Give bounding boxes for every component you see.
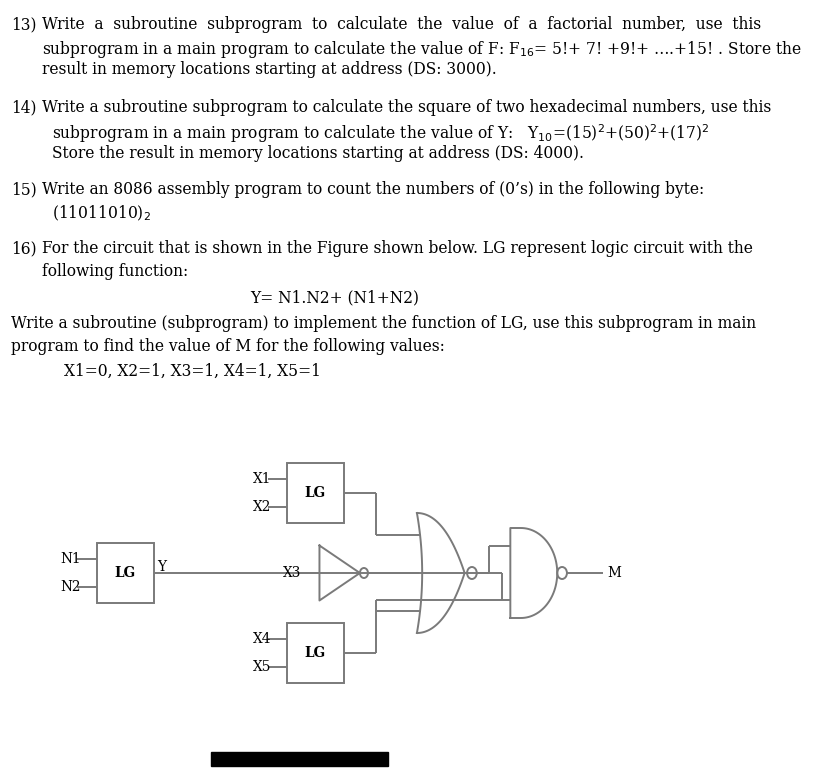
Polygon shape: [417, 513, 464, 633]
Text: M: M: [607, 566, 620, 580]
Text: Store the result in memory locations starting at address (DS: 4000).: Store the result in memory locations sta…: [52, 144, 583, 161]
Text: LG: LG: [304, 486, 326, 500]
Polygon shape: [319, 545, 360, 601]
Bar: [211, 752, 388, 766]
Text: 13): 13): [12, 16, 36, 33]
Text: X1=0, X2=1, X3=1, X4=1, X5=1: X1=0, X2=1, X3=1, X4=1, X5=1: [64, 362, 320, 379]
Text: 14): 14): [12, 100, 36, 117]
Text: subprogram in a main program to calculate the value of Y:   Y$_{10}$=(15)$^2$+(5: subprogram in a main program to calculat…: [52, 122, 709, 144]
Text: Write a subroutine (subprogram) to implement the function of LG, use this subpro: Write a subroutine (subprogram) to imple…: [12, 316, 756, 333]
Text: LG: LG: [115, 566, 136, 580]
Text: 16): 16): [12, 240, 37, 257]
Text: subprogram in a main program to calculate the value of F: F$_{16}$= 5!+ 7! +9!+ : subprogram in a main program to calculat…: [42, 38, 801, 59]
Text: Write an 8086 assembly program to count the numbers of (0’s) in the following by: Write an 8086 assembly program to count …: [42, 181, 704, 198]
Text: 15): 15): [12, 181, 37, 198]
Text: Y= N1.N2+ (N1+N2): Y= N1.N2+ (N1+N2): [250, 289, 418, 306]
Bar: [97, 543, 154, 603]
Bar: [287, 623, 343, 683]
Text: N2: N2: [60, 580, 81, 594]
Text: X2: X2: [253, 500, 271, 514]
Text: X5: X5: [253, 660, 271, 674]
Text: N1: N1: [60, 552, 81, 566]
Text: Y: Y: [156, 560, 165, 574]
Text: LG: LG: [304, 646, 326, 660]
Text: Write  a  subroutine  subprogram  to  calculate  the  value  of  a  factorial  n: Write a subroutine subprogram to calcula…: [42, 16, 760, 33]
Text: following function:: following function:: [42, 263, 188, 280]
Text: result in memory locations starting at address (DS: 3000).: result in memory locations starting at a…: [42, 61, 496, 78]
Polygon shape: [509, 528, 557, 618]
Text: X3: X3: [283, 566, 301, 580]
Text: Write a subroutine subprogram to calculate the square of two hexadecimal numbers: Write a subroutine subprogram to calcula…: [42, 100, 771, 117]
Text: (11011010)$_2$: (11011010)$_2$: [52, 204, 151, 223]
Text: For the circuit that is shown in the Figure shown below. LG represent logic circ: For the circuit that is shown in the Fig…: [42, 240, 752, 257]
Bar: [287, 463, 343, 523]
Text: program to find the value of M for the following values:: program to find the value of M for the f…: [12, 338, 445, 355]
Text: X4: X4: [253, 632, 271, 646]
Text: X1: X1: [253, 472, 271, 486]
